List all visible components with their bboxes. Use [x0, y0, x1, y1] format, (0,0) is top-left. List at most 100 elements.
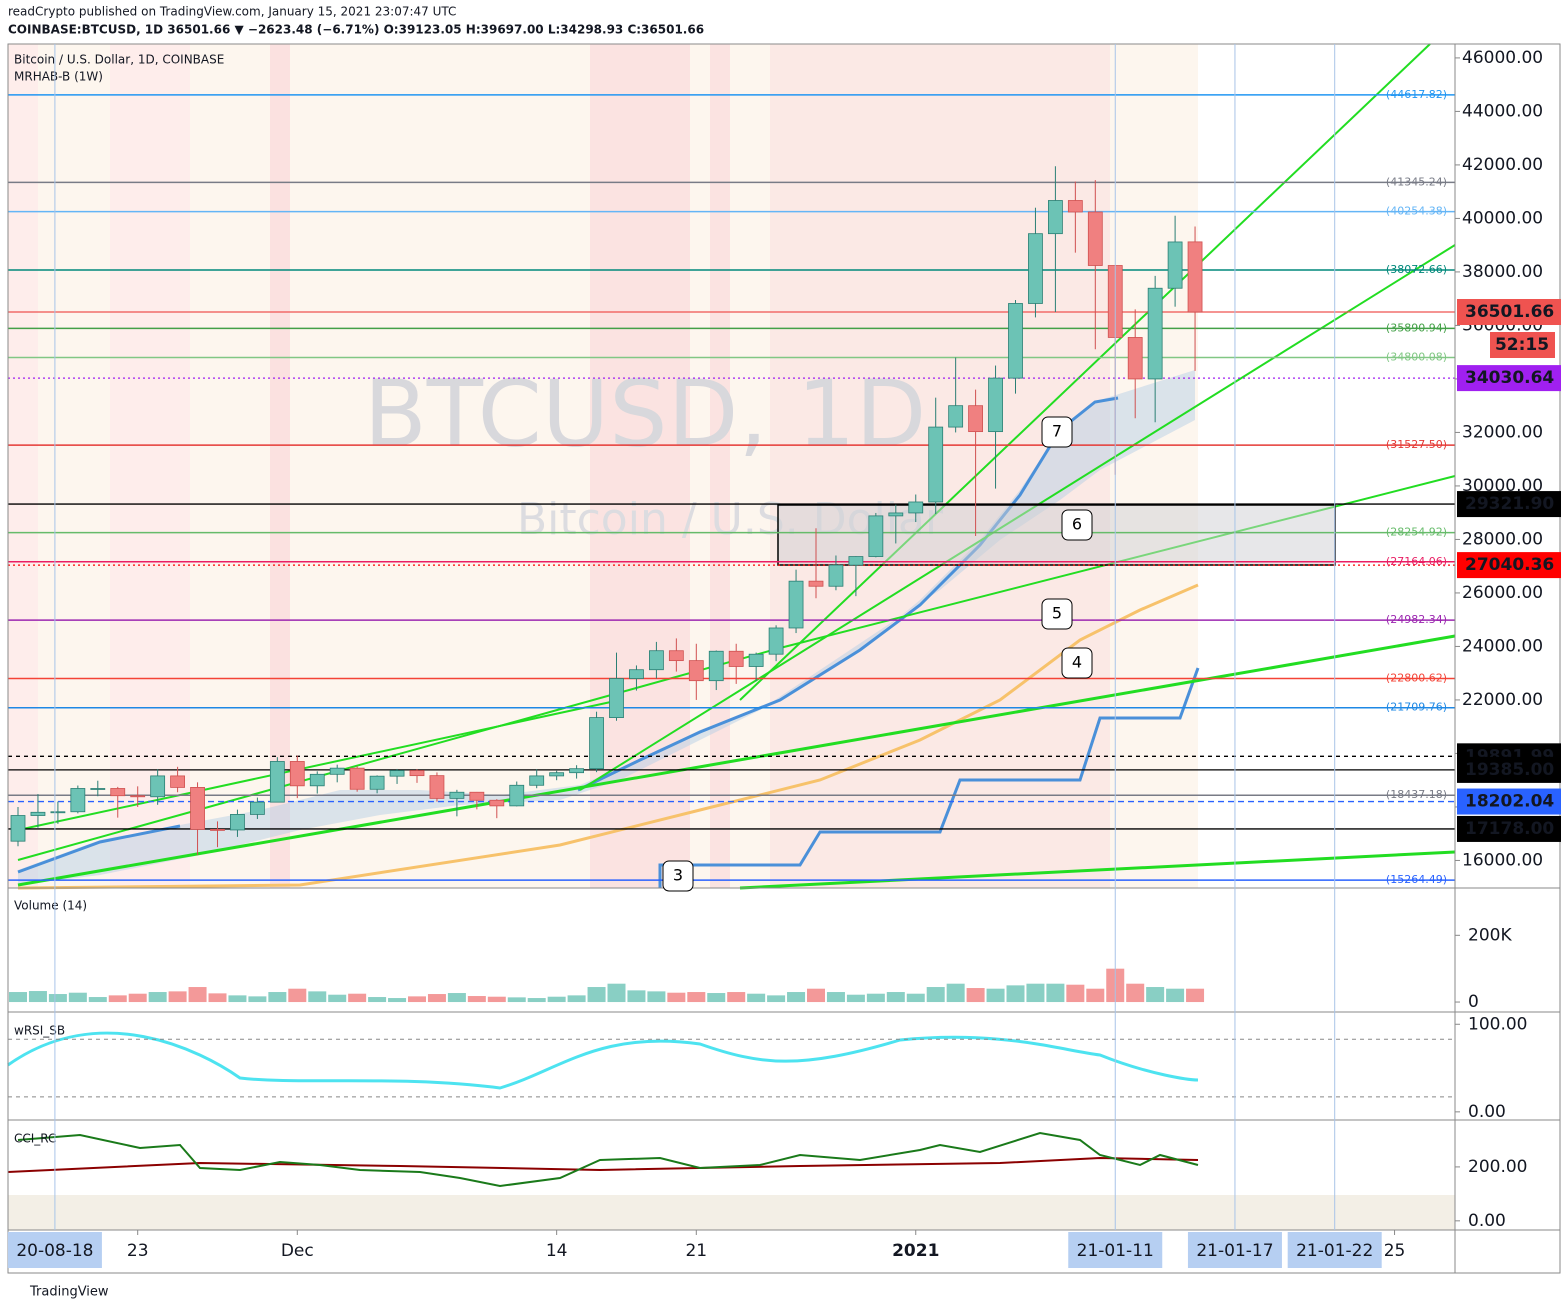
- volume-bar: [328, 994, 347, 1003]
- countdown-label: 52:15: [1495, 335, 1549, 355]
- volume-bar: [687, 992, 706, 1003]
- volume-bar: [1086, 988, 1105, 1003]
- callout-label: 4: [1072, 653, 1082, 672]
- volume-bar: [168, 991, 187, 1003]
- y-tick-label: 40000.00: [1462, 208, 1543, 228]
- x-tick-label: 25: [1384, 1241, 1406, 1261]
- x-tick-label: 21-01-11: [1077, 1241, 1154, 1261]
- y-tick-label: 44000.00: [1462, 101, 1543, 121]
- y-tick-label: 30000.00: [1462, 476, 1543, 496]
- volume-bar: [966, 988, 985, 1003]
- candle-body: [349, 767, 365, 790]
- volume-bar: [128, 993, 147, 1003]
- volume-bar: [1186, 988, 1205, 1003]
- callout-label: 7: [1052, 422, 1062, 441]
- volume-bar: [288, 988, 307, 1003]
- price-tag: [1457, 365, 1561, 392]
- volume-bar: [108, 995, 127, 1003]
- candle-body: [748, 653, 764, 667]
- date-highlight: [1068, 1232, 1163, 1268]
- candle-body: [1067, 200, 1083, 213]
- date-highlight: [7, 1232, 102, 1268]
- volume-bar: [188, 987, 207, 1003]
- price-tag-label: 18202.04: [1465, 792, 1554, 812]
- volume-bar: [926, 987, 945, 1003]
- candle-body: [768, 627, 784, 655]
- level-label: (18437.18): [1386, 788, 1447, 801]
- candle-body: [609, 678, 624, 718]
- callout: [1041, 598, 1073, 630]
- y-tick-label: 22000.00: [1462, 690, 1543, 710]
- y-tick-label: 0.00: [1468, 1211, 1506, 1231]
- candle-body: [249, 801, 265, 815]
- callout: [1061, 647, 1093, 679]
- level-label: (21709.76): [1386, 701, 1447, 714]
- candle-body: [130, 795, 146, 798]
- volume-bar: [467, 996, 486, 1003]
- x-tick-label: 2021: [892, 1241, 939, 1261]
- candle-body: [708, 650, 724, 682]
- candle-body: [269, 761, 285, 803]
- level-label: (31527.50): [1386, 438, 1447, 451]
- volume-bar: [88, 997, 107, 1003]
- volume-bar: [1126, 983, 1145, 1003]
- volume-bar: [507, 997, 526, 1003]
- volume-bar: [1166, 988, 1185, 1003]
- x-tick-label: 14: [546, 1241, 568, 1261]
- volume-bar: [1066, 984, 1085, 1003]
- candle-body: [828, 564, 844, 587]
- candle-body: [1008, 303, 1023, 379]
- y-tick-label: 32000.00: [1462, 422, 1543, 442]
- level-label: (24982.34): [1386, 613, 1447, 626]
- border: [7, 43, 1561, 1274]
- price-tag: [1457, 552, 1561, 579]
- candle-body: [110, 788, 126, 797]
- level-label: (22800.62): [1386, 672, 1447, 685]
- y-tick-label: 200K: [1468, 925, 1512, 945]
- rsi-line: [7, 1031, 1199, 1090]
- candle-body: [868, 515, 884, 557]
- candle-body: [429, 775, 445, 799]
- level-label: (35890.94): [1386, 321, 1447, 334]
- header: readCrypto published on TradingView.com,…: [8, 5, 456, 19]
- x-tick-label: Dec: [281, 1241, 314, 1261]
- volume-bar: [607, 983, 626, 1003]
- volume-bar: [567, 995, 586, 1003]
- candle-body: [170, 775, 186, 788]
- volume-bar: [886, 992, 905, 1003]
- candle-body: [389, 770, 405, 777]
- trend-line: [739, 43, 1431, 701]
- volume-bar: [228, 995, 247, 1003]
- volume-title: Volume (14): [14, 899, 87, 913]
- callout-label: 6: [1072, 515, 1082, 534]
- x-tick-label: 21-01-22: [1296, 1241, 1373, 1261]
- candle-body: [569, 768, 584, 774]
- y-tick-label: 24000.00: [1462, 636, 1543, 656]
- trend-line: [17, 699, 621, 831]
- volume-bar: [547, 996, 566, 1003]
- price-tag-label: 19385.00: [1465, 760, 1554, 780]
- watermark: BTCUSD, 1D: [364, 360, 927, 467]
- x-tick-label: 20-08-18: [16, 1241, 93, 1261]
- price-tag: [1457, 815, 1561, 842]
- candle-body: [329, 767, 345, 775]
- volume-bar: [527, 998, 546, 1003]
- candle-body: [948, 405, 964, 428]
- level-label: (40254.38): [1386, 205, 1447, 218]
- volume-bar: [447, 993, 466, 1003]
- shade: [8, 44, 38, 888]
- volume-bar: [248, 996, 267, 1003]
- candle-body: [309, 773, 325, 787]
- volume-bar: [727, 992, 746, 1003]
- candle-body: [668, 650, 684, 662]
- candle-body: [529, 775, 545, 786]
- price-tag: [1457, 299, 1561, 326]
- callout: [662, 860, 694, 892]
- rsi-title: wRSI_SB: [14, 1024, 65, 1038]
- candle-body: [1048, 200, 1063, 235]
- candle-body: [888, 512, 904, 517]
- level-label: (27164.06): [1386, 555, 1447, 568]
- y-tick-label: 100.00: [1468, 1014, 1527, 1034]
- shade: [110, 44, 190, 888]
- candle-body: [1147, 287, 1163, 380]
